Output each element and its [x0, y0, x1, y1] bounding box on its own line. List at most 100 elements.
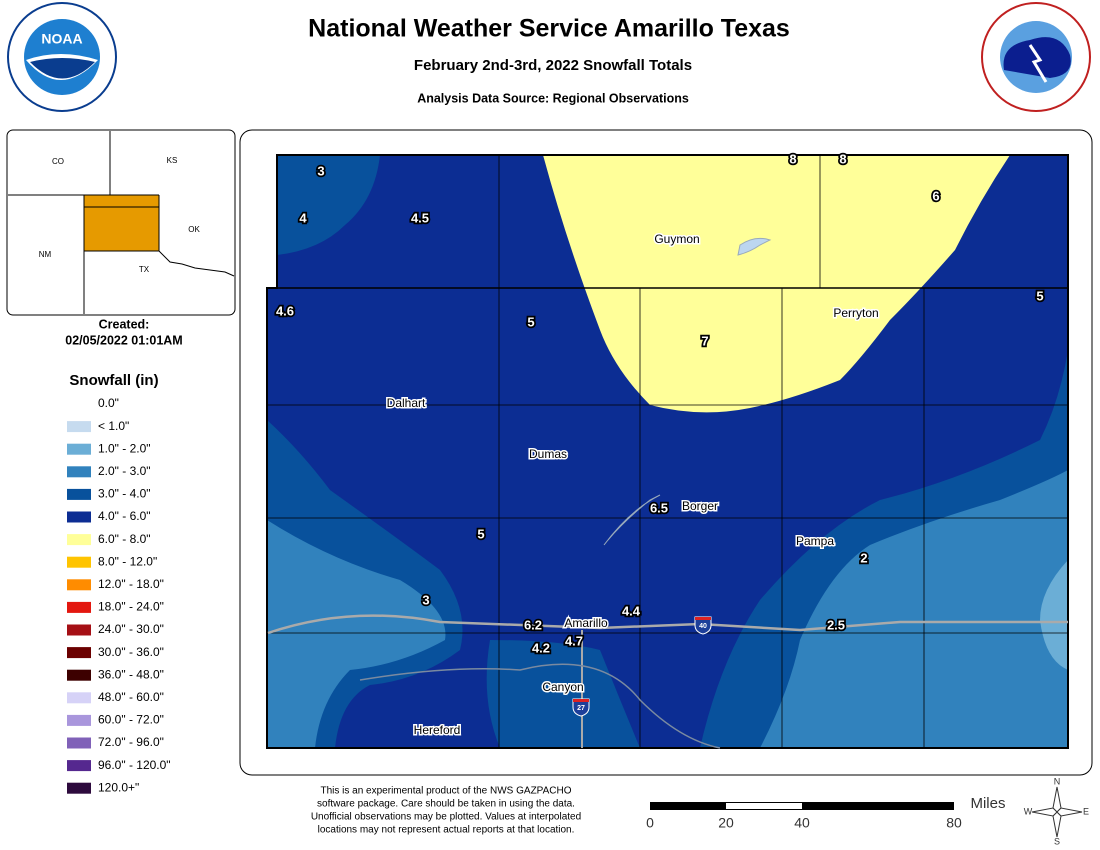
observation: 4 [299, 210, 307, 225]
legend-swatch [67, 488, 91, 500]
observation: 7 [701, 333, 708, 348]
city-label: Pampa [796, 534, 834, 548]
legend-label: 4.0" - 6.0" [98, 509, 151, 523]
inset-map [6, 129, 236, 316]
legend-label: 1.0" - 2.0" [98, 441, 151, 455]
legend-label: 24.0" - 30.0" [98, 622, 164, 636]
noaa-logo: NOAA [7, 2, 117, 112]
city-label: Canyon [542, 680, 583, 694]
legend-label: 6.0" - 8.0" [98, 532, 151, 546]
legend-swatch [67, 556, 91, 568]
legend-swatch [67, 692, 91, 704]
city-label: Perryton [833, 306, 878, 320]
legend-title: Snowfall (in) [69, 372, 158, 389]
observation: 5 [1036, 288, 1043, 303]
observation: 2 [860, 550, 867, 565]
observation: 6.5 [650, 500, 668, 515]
city-label: Dalhart [387, 396, 426, 410]
scale-tick: 80 [946, 815, 962, 831]
legend-label: 30.0" - 36.0" [98, 645, 164, 659]
disclaimer-line: locations may not represent actual repor… [318, 825, 575, 836]
observation: 6.2 [524, 617, 542, 632]
legend-swatch [67, 714, 91, 726]
legend-swatch [67, 511, 91, 523]
legend-label: 60.0" - 72.0" [98, 713, 164, 727]
disclaimer-line: software package. Care should be taken i… [317, 799, 575, 810]
state-label: CO [52, 157, 64, 166]
legend-swatch [67, 534, 91, 546]
scale-tick: 40 [794, 815, 810, 831]
observation: 5 [527, 314, 534, 329]
highway-band [573, 699, 589, 702]
legend-swatch [67, 760, 91, 772]
city-label: Guymon [654, 232, 699, 246]
nws-logo [981, 2, 1091, 112]
legend-swatch [67, 601, 91, 613]
subtitle: February 2nd-3rd, 2022 Snowfall Totals [414, 57, 692, 74]
observation: 4.7 [565, 633, 583, 648]
title: National Weather Service Amarillo Texas [308, 15, 790, 43]
observation: 4.4 [622, 603, 641, 618]
legend-label: 12.0" - 18.0" [98, 577, 164, 591]
highway-number: 40 [699, 623, 707, 630]
highway-number: 27 [577, 705, 585, 712]
legend-swatch [67, 421, 91, 433]
scale-unit: Miles [970, 795, 1005, 812]
highway-band [695, 617, 711, 620]
created-time: 02/05/2022 01:01AM [65, 333, 182, 347]
legend-label: 96.0" - 120.0" [98, 758, 171, 772]
legend-label: 3.0" - 4.0" [98, 487, 151, 501]
scale-tick: 0 [646, 815, 654, 831]
highway-shield [572, 698, 590, 717]
city-label: Borger [682, 499, 718, 513]
legend-label: 36.0" - 48.0" [98, 667, 164, 681]
legend-label: 8.0" - 12.0" [98, 554, 157, 568]
observation: 4.5 [411, 210, 429, 225]
compass-label: W [1024, 806, 1033, 816]
legend-label: 72.0" - 96.0" [98, 735, 164, 749]
compass-label: E [1083, 806, 1089, 816]
state-label: KS [167, 156, 178, 165]
created-label: Created: [99, 317, 150, 331]
legend-swatch [67, 737, 91, 749]
compass [1031, 786, 1083, 838]
legend-swatch [67, 647, 91, 659]
observation: 3 [317, 163, 324, 178]
map [266, 154, 1069, 749]
legend-label: 0.0" [98, 396, 119, 410]
legend-swatch [67, 669, 91, 681]
observation: 8 [789, 151, 796, 166]
scale-bar [650, 802, 954, 810]
observation: 4.2 [532, 640, 550, 655]
scale-tick: 20 [718, 815, 734, 831]
observation: 2.5 [827, 617, 845, 632]
compass-label: S [1054, 836, 1060, 846]
observation: 8 [839, 151, 846, 166]
legend-swatch [67, 782, 91, 794]
source: Analysis Data Source: Regional Observati… [417, 91, 689, 105]
compass-label: N [1054, 776, 1061, 786]
disclaimer-line: Unofficial observations may be plotted. … [311, 812, 581, 823]
svg-text:NOAA: NOAA [41, 31, 82, 47]
legend-swatch [67, 443, 91, 455]
city-label: Dumas [529, 447, 567, 461]
legend-label: 2.0" - 3.0" [98, 464, 151, 478]
state-label: TX [139, 265, 150, 274]
legend-label: < 1.0" [98, 419, 129, 433]
legend-swatch [67, 579, 91, 591]
highway-shield [694, 616, 712, 635]
legend-label: 48.0" - 60.0" [98, 690, 164, 704]
city-label: Amarillo [564, 616, 608, 630]
legend-label: 120.0+" [98, 780, 139, 794]
observation: 4.6 [276, 303, 294, 318]
state-label: OK [188, 225, 200, 234]
disclaimer-line: This is an experimental product of the N… [320, 786, 571, 797]
legend-swatch [67, 624, 91, 636]
observation: 6 [932, 188, 939, 203]
city-label: Hereford [414, 723, 461, 737]
legend-label: 18.0" - 24.0" [98, 600, 164, 614]
legend-swatch [67, 466, 91, 478]
observation: 3 [422, 592, 429, 607]
state-label: NM [39, 250, 52, 259]
